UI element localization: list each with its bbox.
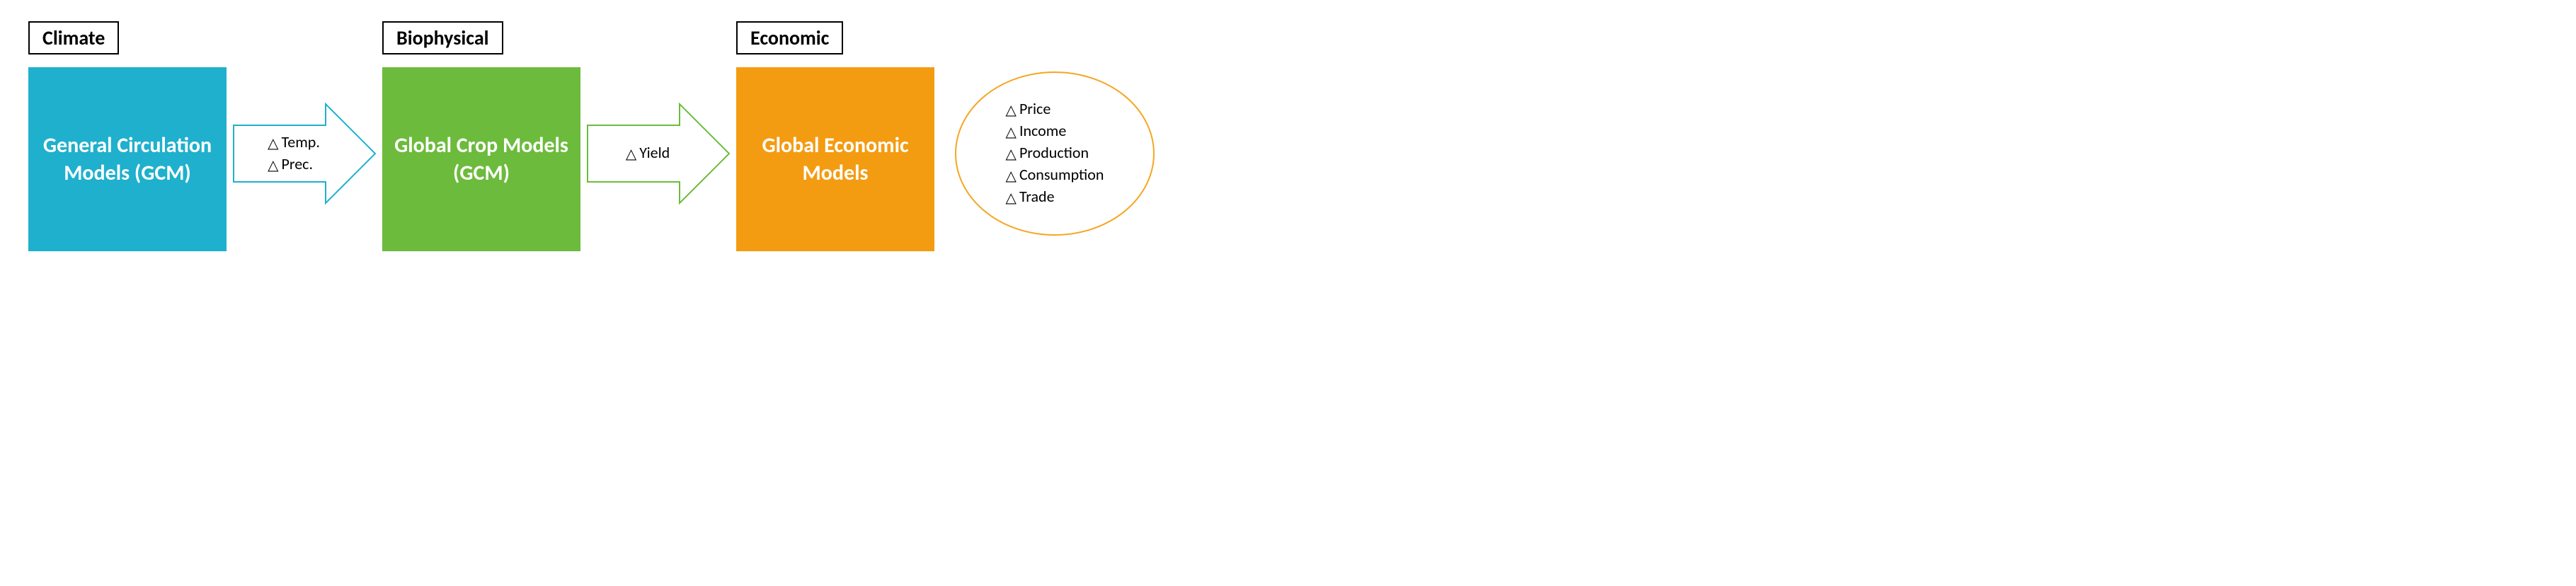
stage-climate: Climate General Circulation Models (GCM) <box>28 21 227 251</box>
delta-icon: △ <box>1006 123 1017 142</box>
model-box-economic: Global Economic Models <box>736 67 934 251</box>
arrow-labels-1: △Temp. △Prec. <box>261 132 348 176</box>
model-box-biophysical: Global Crop Models (GCM) <box>382 67 580 251</box>
model-box-climate: General Circulation Models (GCM) <box>28 67 227 251</box>
output-price: △Price <box>1006 98 1104 120</box>
delta-icon: △ <box>626 145 636 164</box>
arrow-labels-2: △Yield <box>619 142 698 164</box>
delta-icon: △ <box>1006 145 1017 164</box>
arrow2-label-yield: △Yield <box>626 142 670 164</box>
arrow1-label-prec: △Prec. <box>268 154 320 176</box>
delta-icon: △ <box>1006 189 1017 208</box>
outputs-ellipse: △Price △Income △Production △Consumption … <box>949 62 1161 246</box>
output-consumption: △Consumption <box>1006 164 1104 186</box>
arrow-climate-to-biophysical: △Temp. △Prec. <box>227 62 382 246</box>
output-trade: △Trade <box>1006 186 1104 208</box>
output-income: △Income <box>1006 120 1104 142</box>
delta-icon: △ <box>1006 167 1017 186</box>
stage-header-climate: Climate <box>28 21 119 54</box>
outputs-list: △Price △Income △Production △Consumption … <box>1006 98 1104 208</box>
arrow1-label-temp: △Temp. <box>268 132 320 154</box>
arrow-biophysical-to-economic: △Yield <box>580 62 736 246</box>
delta-icon: △ <box>268 134 278 154</box>
delta-icon: △ <box>268 156 278 176</box>
stage-biophysical: Biophysical Global Crop Models (GCM) <box>382 21 580 251</box>
stage-economic: Economic Global Economic Models <box>736 21 934 251</box>
model-flow-diagram: Climate General Circulation Models (GCM)… <box>28 21 2548 251</box>
stage-header-biophysical: Biophysical <box>382 21 503 54</box>
stage-header-economic: Economic <box>736 21 843 54</box>
output-production: △Production <box>1006 142 1104 164</box>
delta-icon: △ <box>1006 101 1017 120</box>
